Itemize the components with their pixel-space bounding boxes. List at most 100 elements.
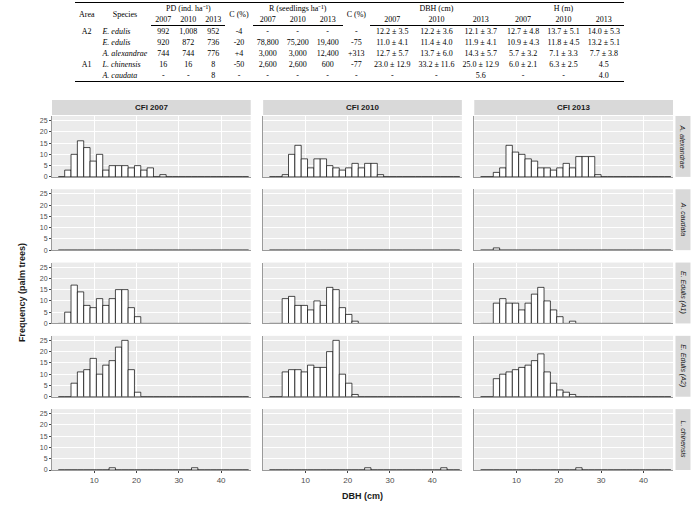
html-text:736: 736 <box>207 38 220 47</box>
svg-text:5: 5 <box>44 455 48 462</box>
html-text:78,800: 78,800 <box>256 38 279 47</box>
svg-text:0: 0 <box>44 173 48 180</box>
html-text:12.2 ± 3.6: 12.2 ± 3.6 <box>420 27 453 36</box>
svg-text:25: 25 <box>40 264 48 271</box>
svg-text:20: 20 <box>132 476 141 485</box>
svg-text:15: 15 <box>40 213 48 220</box>
html-text:-75: -75 <box>351 38 362 47</box>
svg-text:25: 25 <box>40 337 48 344</box>
svg-text:0: 0 <box>44 466 48 473</box>
svg-text:E. Edulis (A1): E. Edulis (A1) <box>679 271 687 314</box>
svg-text:CFI 2013: CFI 2013 <box>557 103 590 112</box>
svg-text:15: 15 <box>40 433 48 440</box>
html-text:2010: 2010 <box>289 15 306 24</box>
html-text:2013: 2013 <box>595 15 612 24</box>
svg-text:15: 15 <box>40 286 48 293</box>
html-text:11.0 ± 4.1: 11.0 ± 4.1 <box>376 38 409 47</box>
svg-text:CFI 2007: CFI 2007 <box>135 103 168 112</box>
html-text:920: 920 <box>157 38 170 47</box>
svg-text:40: 40 <box>217 476 226 485</box>
svg-text:DBH (cm): DBH (cm) <box>342 491 383 501</box>
html-text:Species: Species <box>112 9 138 19</box>
svg-text:10: 10 <box>40 151 48 158</box>
html-text:1,008: 1,008 <box>179 27 198 36</box>
svg-text:0: 0 <box>44 393 48 400</box>
html-text:11.8 ± 4.5: 11.8 ± 4.5 <box>547 38 580 47</box>
svg-text:L. chinensis: L. chinensis <box>680 421 687 458</box>
svg-text:A. caudata: A. caudata <box>680 202 687 237</box>
svg-text:Frequency (palm trees): Frequency (palm trees) <box>17 243 27 342</box>
html-text:75,200: 75,200 <box>286 38 309 47</box>
svg-text:20: 20 <box>343 476 352 485</box>
html-text:952: 952 <box>207 27 220 36</box>
html-text:10.9 ± 4.3: 10.9 ± 4.3 <box>506 38 540 47</box>
svg-text:15: 15 <box>40 359 48 366</box>
html-text:E. edulis: E. edulis <box>102 26 131 36</box>
html-text:872: 872 <box>182 38 195 47</box>
html-text:2010: 2010 <box>555 15 572 24</box>
svg-text:20: 20 <box>40 202 48 209</box>
svg-text:20: 20 <box>40 128 48 135</box>
svg-text:5: 5 <box>44 309 48 316</box>
svg-text:40: 40 <box>428 476 437 485</box>
html-text:H (m): H (m) <box>553 4 574 13</box>
html-text:12.2 ± 3.5: 12.2 ± 3.5 <box>376 27 409 36</box>
html-text:Area: Area <box>78 9 95 19</box>
html-text:A2: A2 <box>81 26 92 36</box>
html-text:12.1 ± 3.7: 12.1 ± 3.7 <box>464 27 497 36</box>
html-text:2013: 2013 <box>472 15 489 24</box>
svg-text:10: 10 <box>40 371 48 378</box>
html-text:A. alexandrae: A. alexandrae <box>102 49 148 58</box>
html-text:2010: 2010 <box>180 15 197 24</box>
html-text:13.7 ± 5.1: 13.7 ± 5.1 <box>547 27 580 36</box>
svg-text:10: 10 <box>40 297 48 304</box>
html-text:2010: 2010 <box>428 15 445 24</box>
svg-text:CFI 2010: CFI 2010 <box>346 103 379 112</box>
svg-text:20: 20 <box>554 476 563 485</box>
svg-text:20: 20 <box>40 348 48 355</box>
html-text:11.4 ± 4.0: 11.4 ± 4.0 <box>420 38 453 47</box>
html-text:R (seedlings ha⁻¹): R (seedlings ha⁻¹) <box>269 4 327 13</box>
svg-text:5: 5 <box>44 235 48 242</box>
html-text:11.9 ± 4.1: 11.9 ± 4.1 <box>464 38 497 47</box>
html-text:C (%): C (%) <box>229 9 249 19</box>
html-text:12.7 ± 4.8: 12.7 ± 4.8 <box>506 27 540 36</box>
svg-text:25: 25 <box>40 117 48 124</box>
html-text:2007: 2007 <box>515 15 532 24</box>
svg-text:20: 20 <box>40 275 48 282</box>
html-text:19,400: 19,400 <box>316 38 339 47</box>
svg-text:5: 5 <box>44 382 48 389</box>
html-text:2013: 2013 <box>205 15 222 24</box>
svg-text:30: 30 <box>174 476 183 485</box>
svg-text:10: 10 <box>512 476 521 485</box>
svg-text:30: 30 <box>386 476 395 485</box>
svg-text:10: 10 <box>90 476 99 485</box>
html-text:2007: 2007 <box>384 15 401 24</box>
svg-text:0: 0 <box>44 320 48 327</box>
html-text:2013: 2013 <box>319 15 336 24</box>
svg-text:10: 10 <box>301 476 310 485</box>
html-text:PD (ind. ha⁻¹): PD (ind. ha⁻¹) <box>166 4 211 13</box>
html-text:992: 992 <box>157 27 170 36</box>
svg-text:25: 25 <box>40 190 48 197</box>
html-text:DBH (cm): DBH (cm) <box>419 4 454 13</box>
html-text:13.2 ± 5.1: 13.2 ± 5.1 <box>587 38 621 47</box>
svg-text:10: 10 <box>40 224 48 231</box>
svg-text:30: 30 <box>597 476 606 485</box>
html-text:2007: 2007 <box>155 15 172 24</box>
svg-text:40: 40 <box>639 476 648 485</box>
svg-text:25: 25 <box>40 410 48 417</box>
html-text:14.0 ± 5.3: 14.0 ± 5.3 <box>587 27 621 36</box>
html-text:2007: 2007 <box>259 15 276 24</box>
html-text:E. edulis: E. edulis <box>102 38 131 47</box>
html-text:-20: -20 <box>233 38 245 47</box>
svg-text:A. alexandrae: A. alexandrae <box>679 124 686 168</box>
svg-text:E. Edulis (A2): E. Edulis (A2) <box>679 344 687 387</box>
svg-text:10: 10 <box>40 444 48 451</box>
html-text:C (%): C (%) <box>346 9 366 19</box>
svg-text:5: 5 <box>44 162 48 169</box>
svg-text:0: 0 <box>44 247 48 254</box>
html-text:744: 744 <box>157 49 170 58</box>
svg-text:20: 20 <box>40 421 48 428</box>
svg-text:15: 15 <box>40 140 48 147</box>
